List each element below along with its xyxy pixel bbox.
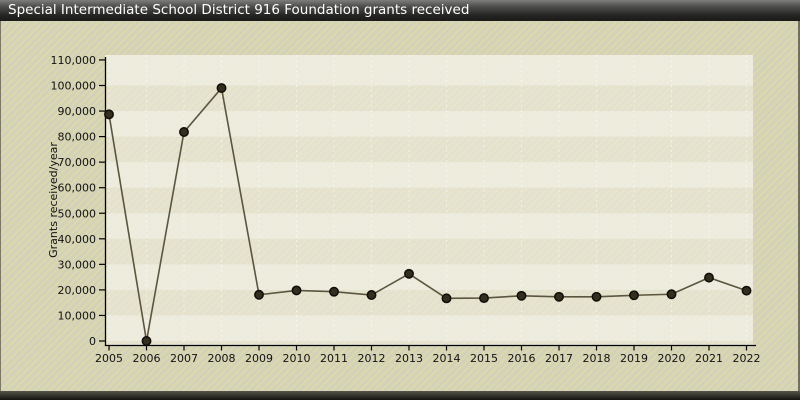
y-tick-label: 20,000 (58, 284, 97, 297)
data-point-2005 (104, 109, 114, 120)
x-tick-label: 2021 (695, 352, 723, 365)
x-tick-label: 2017 (545, 352, 573, 365)
page-title: Special Intermediate School District 916… (8, 2, 470, 18)
data-point-2019 (629, 290, 639, 301)
x-tick-label: 2013 (395, 352, 423, 365)
x-tick-label: 2009 (245, 352, 273, 365)
data-point-2012 (366, 290, 377, 300)
data-point-2006 (141, 336, 152, 346)
x-tick-label: 2020 (658, 352, 686, 365)
window-title-bar: Special Intermediate School District 916… (0, 0, 800, 21)
y-tick-label: 10,000 (58, 309, 97, 322)
y-tick-label: 50,000 (58, 207, 97, 220)
data-point-2008 (216, 83, 227, 94)
data-point-2020 (666, 289, 677, 300)
y-tick-label: 60,000 (58, 182, 97, 195)
data-point-2007 (179, 127, 189, 137)
value-band (105, 315, 753, 341)
plot-area (105, 55, 753, 346)
data-point-2009 (254, 289, 264, 300)
data-point-2021 (704, 272, 714, 283)
series-line (108, 86, 747, 342)
x-tick-label: 2007 (170, 352, 198, 365)
x-tick-label: 2010 (283, 352, 311, 365)
x-tick-label: 2014 (433, 352, 461, 365)
data-point-2018 (591, 291, 602, 302)
x-tick-label: 2016 (508, 352, 536, 365)
y-tick-label: 110,000 (51, 54, 97, 67)
y-axis-title: Grants received/year (47, 142, 60, 258)
window-shadow-left (0, 21, 1, 391)
x-tick-label: 2015 (470, 352, 498, 365)
y-tick-label: 30,000 (58, 258, 97, 271)
y-tick-label: 70,000 (58, 156, 97, 169)
value-band (105, 111, 753, 137)
value-band (105, 55, 753, 86)
x-tick-label: 2006 (133, 352, 161, 365)
y-tick-label: 40,000 (58, 233, 97, 246)
value-band (105, 264, 753, 290)
value-band (105, 213, 753, 239)
x-tick-label: 2005 (95, 352, 123, 365)
x-tick-label: 2011 (320, 352, 348, 365)
data-point-2016 (516, 290, 527, 301)
y-tick-label: 0 (89, 335, 96, 348)
x-tick-label: 2022 (733, 352, 761, 365)
data-point-2022 (741, 285, 752, 296)
data-point-2017 (554, 291, 564, 302)
data-point-2013 (404, 268, 414, 279)
y-tick-label: 80,000 (58, 131, 97, 144)
y-tick-label: 90,000 (58, 105, 97, 118)
y-tick-label: 100,000 (51, 80, 97, 93)
x-tick-label: 2008 (208, 352, 236, 365)
window-shadow-right (798, 21, 800, 391)
x-tick-label: 2018 (583, 352, 611, 365)
window-shadow-bottom (0, 391, 800, 400)
value-band (105, 162, 753, 188)
x-tick-label: 2019 (620, 352, 648, 365)
data-point-2015 (479, 293, 489, 304)
data-point-2011 (329, 286, 339, 297)
data-point-2014 (441, 293, 452, 304)
x-tick-label: 2012 (358, 352, 386, 365)
data-point-2010 (291, 285, 302, 296)
